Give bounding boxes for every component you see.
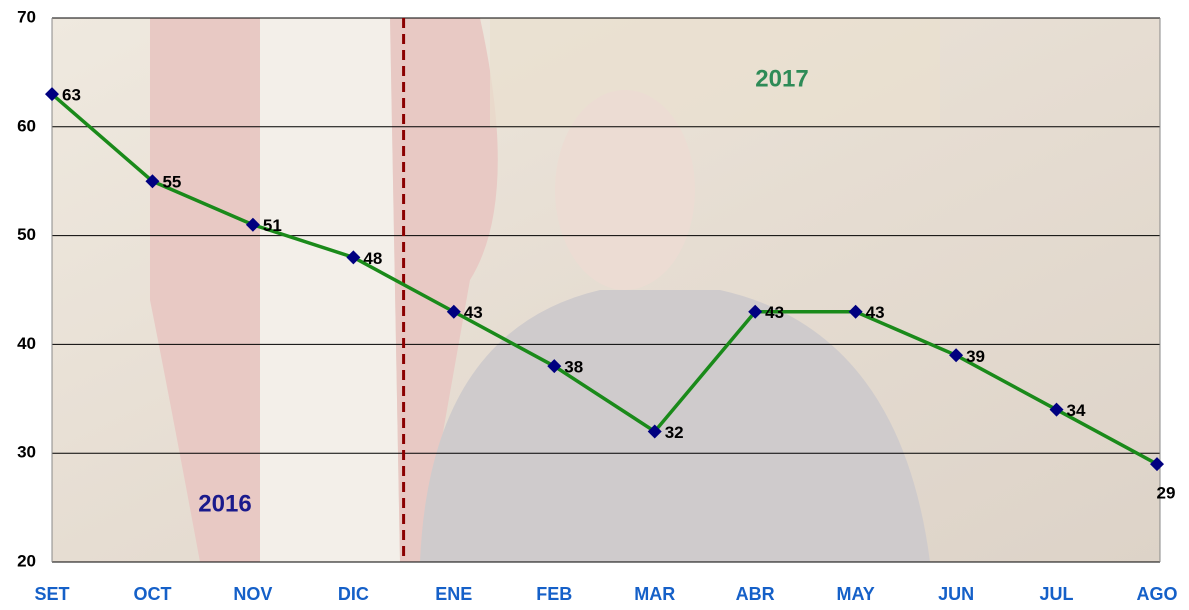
data-marker [346, 250, 361, 265]
data-marker [45, 87, 59, 102]
x-tick-label: MAY [836, 584, 874, 604]
y-tick-label: 40 [17, 334, 36, 353]
background-photo [52, 18, 1160, 562]
value-label: 43 [464, 303, 483, 322]
value-label: 43 [866, 303, 885, 322]
data-marker [245, 217, 260, 232]
x-tick-label: JUL [1040, 584, 1074, 604]
y-tick-label: 30 [17, 443, 36, 462]
x-tick-label: DIC [338, 584, 369, 604]
x-tick-label: SET [34, 584, 69, 604]
value-label: 63 [62, 86, 81, 105]
y-tick-label: 60 [17, 116, 36, 135]
value-label: 32 [665, 423, 684, 442]
data-marker [145, 174, 160, 189]
data-line [50, 92, 1158, 466]
data-marker [949, 348, 964, 363]
data-marker [1049, 402, 1064, 417]
x-tick-label: ABR [736, 584, 775, 604]
y-tick-label: 20 [17, 551, 36, 570]
data-marker [647, 424, 662, 439]
x-tick-label: AGO [1136, 584, 1177, 604]
value-label: 43 [765, 303, 784, 322]
year-annotation: 2016 [198, 490, 251, 517]
data-marker [446, 304, 461, 319]
data-marker [748, 304, 763, 319]
value-label: 39 [966, 347, 985, 366]
value-label: 51 [263, 216, 282, 235]
value-label: 55 [162, 173, 181, 192]
x-tick-label: NOV [233, 584, 272, 604]
data-marker [547, 359, 562, 374]
grid: 20 30 40 50 60 70 [17, 7, 1161, 570]
year-annotation: 2017 [755, 65, 808, 92]
value-label: 34 [1067, 401, 1086, 420]
x-tick-label: ENE [435, 584, 472, 604]
x-tick-label: JUN [938, 584, 974, 604]
plot: SET OCT NOV DIC ENE FEB MAR ABR MAY JUN JUL AGO 63 55… [34, 18, 1178, 604]
x-tick-label: MAR [634, 584, 675, 604]
value-label: 48 [363, 249, 382, 268]
value-label: 38 [564, 358, 583, 377]
x-tick-label: OCT [133, 584, 171, 604]
y-tick-label: 70 [17, 7, 36, 26]
data-marker [1150, 457, 1164, 472]
y-tick-label: 50 [17, 225, 36, 244]
data-marker [848, 304, 863, 319]
value-label: 29 [1157, 484, 1176, 503]
x-tick-label: FEB [536, 584, 572, 604]
